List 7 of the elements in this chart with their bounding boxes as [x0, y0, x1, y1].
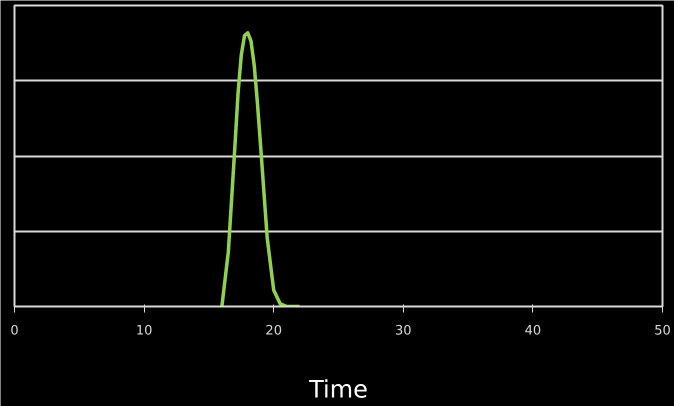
- x-tick-label: 0: [10, 324, 19, 338]
- x-tick-label: 30: [395, 324, 412, 338]
- x-tick-label: 40: [524, 324, 542, 338]
- x-tick-label: 10: [136, 324, 152, 338]
- x-tick-label: 20: [265, 324, 282, 338]
- x-axis-title: Time: [308, 376, 368, 404]
- x-tick-label: 50: [654, 324, 671, 338]
